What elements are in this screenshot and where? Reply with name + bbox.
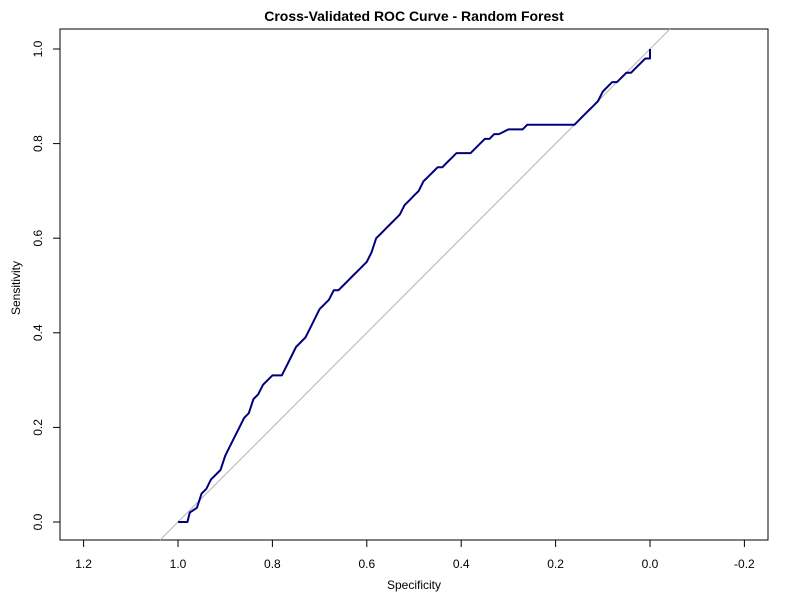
x-tick-label: 1.2 bbox=[75, 557, 92, 571]
x-tick-label: 0.4 bbox=[453, 557, 470, 571]
x-tick-label: 0.8 bbox=[264, 557, 281, 571]
y-tick-label: 0.2 bbox=[31, 419, 45, 436]
roc-curve-line bbox=[178, 49, 651, 523]
x-tick-label: -0.2 bbox=[734, 557, 755, 571]
plot-frame bbox=[59, 28, 769, 541]
x-tick-label: 1.0 bbox=[170, 557, 187, 571]
y-axis-label: Sensitivity bbox=[9, 261, 23, 315]
x-tick-label: 0.6 bbox=[358, 557, 375, 571]
x-tick-label: 0.0 bbox=[642, 557, 659, 571]
y-axis: 0.0 0.2 0.4 0.6 0.8 1.0 bbox=[31, 40, 60, 530]
y-tick-label: 1.0 bbox=[31, 40, 45, 57]
y-tick-label: 0.6 bbox=[31, 230, 45, 247]
y-tick-label: 0.0 bbox=[31, 513, 45, 530]
x-tick-label: 0.2 bbox=[547, 557, 564, 571]
chart-title: Cross-Validated ROC Curve - Random Fores… bbox=[264, 8, 564, 24]
y-tick-label: 0.4 bbox=[31, 324, 45, 341]
x-axis: 1.2 1.0 0.8 0.6 0.4 0.2 0.0 -0.2 bbox=[75, 540, 755, 571]
x-axis-label: Specificity bbox=[387, 578, 441, 592]
y-tick-label: 0.8 bbox=[31, 135, 45, 152]
